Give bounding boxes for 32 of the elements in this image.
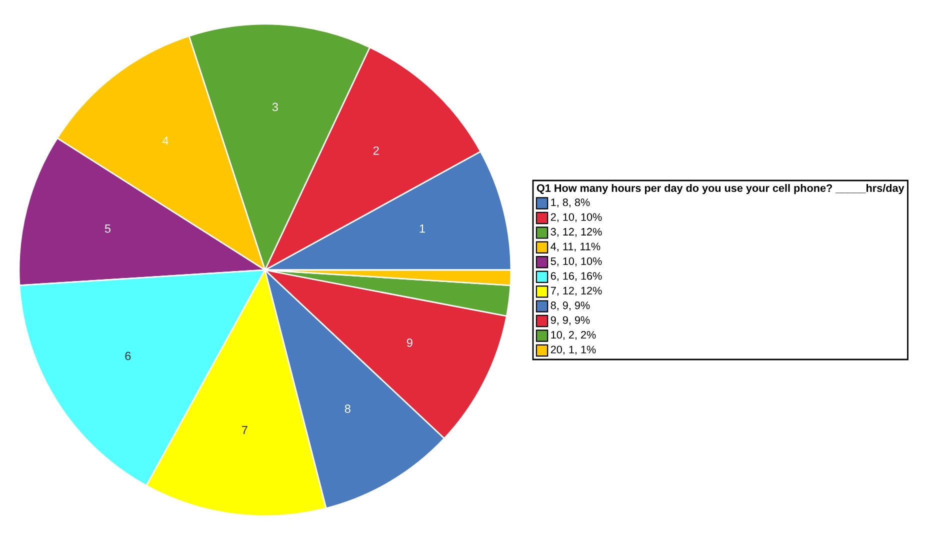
data-label: , 11, 11%	[557, 242, 600, 252]
data-label: , 8, 8%	[557, 198, 590, 208]
slice-label: 9	[406, 338, 412, 347]
data-label: , 16, 16%	[557, 272, 602, 282]
slice-label: 8	[344, 404, 350, 413]
slice-label: 6	[125, 352, 131, 360]
data-label: , 1, 1%	[563, 346, 596, 355]
legend-label: 5	[550, 257, 556, 266]
slice-label: 5	[104, 224, 111, 233]
data-label: , 9, 9%	[557, 302, 590, 310]
legend-label: 3	[550, 228, 556, 236]
legend-label: 6	[550, 272, 556, 280]
legend-label: 10	[551, 330, 562, 339]
data-label: , 9, 9%	[557, 316, 590, 326]
slice-label: 4	[162, 136, 168, 145]
data-label: , 12, 12%	[557, 286, 602, 296]
slice-label: 7	[242, 426, 248, 434]
data-label: , 2, 2%	[563, 330, 596, 340]
slice-label: 3	[272, 102, 278, 112]
data-label: , 10, 10%	[557, 257, 602, 266]
legend-label: 9	[550, 316, 556, 324]
slice-label: 2	[373, 146, 379, 155]
legend-title: Q1 How many hours per day do you use your cell phone? _____hrs/day	[536, 184, 904, 194]
legend-label: 4	[550, 242, 556, 250]
data-label: , 12, 12%	[557, 228, 602, 237]
legend-label: 7	[550, 286, 556, 294]
legend-label: 20	[550, 346, 562, 354]
legend-label: 2	[550, 213, 556, 221]
data-label: , 10, 10%	[557, 213, 602, 222]
legend-label: 1	[551, 198, 556, 206]
slice-label: 1	[420, 224, 425, 233]
legend-label: 8	[550, 302, 556, 310]
